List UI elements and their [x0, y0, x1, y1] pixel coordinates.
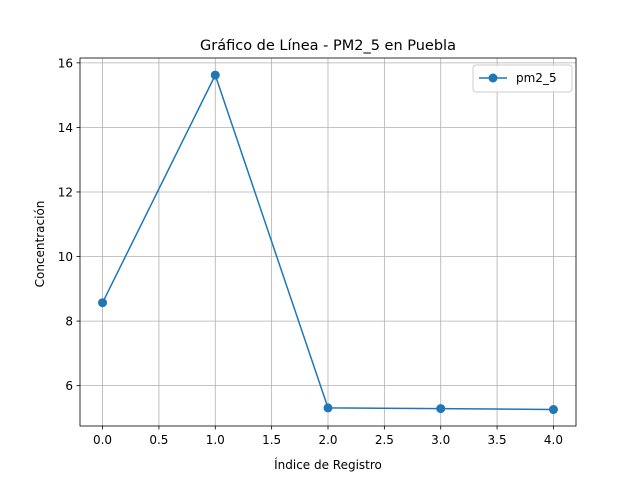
data-point [436, 404, 446, 414]
data-point [323, 403, 333, 413]
y-tick-label: 8 [65, 315, 73, 329]
series-group [98, 70, 558, 415]
y-tick-label: 14 [58, 121, 73, 135]
y-tick-label: 10 [58, 250, 73, 264]
x-tick-label: 0.0 [93, 433, 112, 447]
x-tick-label: 2.0 [318, 433, 337, 447]
y-tick-label: 16 [58, 56, 73, 70]
y-tick-label: 6 [65, 379, 73, 393]
data-point [548, 405, 558, 415]
legend-box [472, 64, 573, 93]
x-axis-ticks: 0.0 0.5 1.0 1.5 2.0 2.5 3.0 3.5 4.0 [93, 426, 563, 447]
legend: pm2_5 [472, 64, 573, 93]
y-tick-label: 12 [58, 185, 73, 199]
x-tick-label: 2.5 [375, 433, 394, 447]
x-tick-label: 0.5 [149, 433, 168, 447]
x-tick-label: 4.0 [544, 433, 563, 447]
x-tick-label: 3.5 [488, 433, 507, 447]
x-tick-label: 1.0 [206, 433, 225, 447]
x-tick-label: 1.5 [262, 433, 281, 447]
legend-label: pm2_5 [516, 71, 557, 85]
x-tick-label: 3.0 [431, 433, 450, 447]
grid-lines [80, 58, 576, 426]
plot-frame [79, 57, 577, 427]
x-axis-title: Índice de Registro [274, 457, 382, 472]
y-axis-ticks: 6 8 10 12 14 16 [58, 56, 80, 393]
data-point [98, 298, 108, 308]
data-point [210, 70, 220, 80]
y-axis-title: Concentración [33, 201, 47, 288]
chart-title: Gráfico de Línea - PM2_5 en Puebla [200, 38, 456, 54]
legend-marker-swatch [488, 73, 498, 83]
